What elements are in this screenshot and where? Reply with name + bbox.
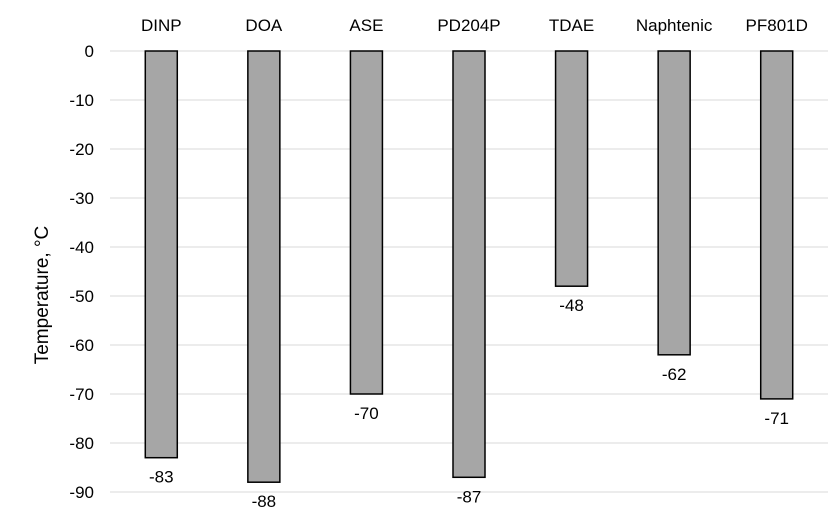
y-tick-label: -70 xyxy=(69,385,94,404)
category-label: Naphtenic xyxy=(636,16,713,35)
y-tick-label: -60 xyxy=(69,336,94,355)
category-label: PF801D xyxy=(746,16,808,35)
bars xyxy=(144,50,794,483)
data-label: -62 xyxy=(662,365,687,384)
y-tick-label: -20 xyxy=(69,140,94,159)
bar xyxy=(247,50,281,483)
data-label: -70 xyxy=(354,404,379,423)
bar xyxy=(657,50,691,356)
y-tick-label: -50 xyxy=(69,287,94,306)
category-label: PD204P xyxy=(437,16,500,35)
data-labels: -83 -88 -70 -87 -48 -62 -71 xyxy=(149,296,789,509)
data-label: -88 xyxy=(252,492,277,509)
y-tick-label: -90 xyxy=(69,483,94,502)
y-tick-label: -80 xyxy=(69,434,94,453)
y-tick-label: -10 xyxy=(69,91,94,110)
y-tick-label: -30 xyxy=(69,189,94,208)
category-label: DOA xyxy=(245,16,283,35)
category-label: ASE xyxy=(349,16,383,35)
data-label: -71 xyxy=(764,409,789,428)
bar xyxy=(452,50,486,479)
data-label: -83 xyxy=(149,468,174,487)
data-label: -48 xyxy=(559,296,584,315)
y-axis-title: Temperature, °C xyxy=(32,226,53,365)
data-label: -87 xyxy=(457,487,482,506)
y-tick-label: -40 xyxy=(69,238,94,257)
category-label: TDAE xyxy=(549,16,594,35)
bar xyxy=(144,50,179,459)
bar xyxy=(759,50,794,400)
y-tick-label: 0 xyxy=(85,42,94,61)
category-label: DINP xyxy=(141,16,182,35)
y-tick-labels: 0 -10 -20 -30 -40 -50 -60 -70 -80 -90 xyxy=(69,42,94,502)
category-labels: DINP DOA ASE PD204P TDAE Naphtenic PF801D xyxy=(141,16,808,35)
bar xyxy=(554,50,589,287)
bar xyxy=(349,50,384,395)
